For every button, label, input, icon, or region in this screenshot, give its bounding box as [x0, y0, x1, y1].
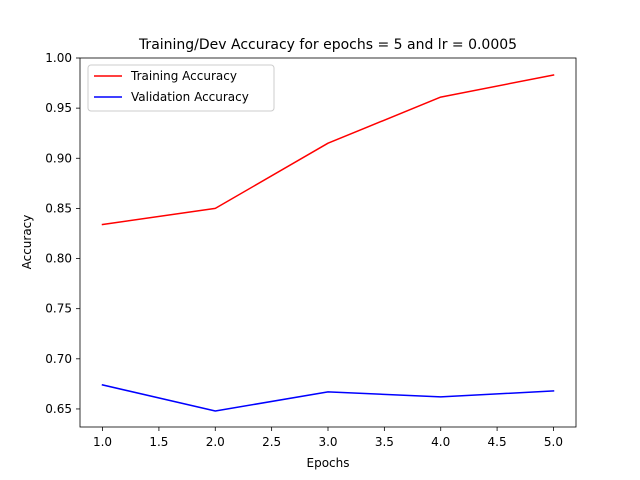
y-tick-label: 0.90: [45, 151, 72, 165]
x-tick-label: 4.0: [431, 435, 450, 449]
legend-box: [87, 64, 275, 112]
y-tick-label: 0.80: [45, 252, 72, 266]
series-line-validation: [101, 384, 555, 412]
legend: Training Accuracy Validation Accuracy: [87, 64, 275, 112]
axes: 1.0 1.5 2.0 2.5 3.0 3.5 4.0 4.5 5.0 0.65 0.70 0.75 0…: [45, 51, 577, 449]
series-lines: [101, 74, 555, 412]
x-tick-label: 3.0: [318, 435, 337, 449]
legend-entry: Training Accuracy: [130, 69, 237, 83]
x-tick-label: 3.5: [375, 435, 394, 449]
y-tick-label: 0.65: [45, 402, 72, 416]
x-axis-label: Epochs: [307, 456, 350, 470]
y-axis-label: Accuracy: [20, 215, 34, 270]
y-tick-label: 0.70: [45, 352, 72, 366]
legend-entry: Validation Accuracy: [131, 90, 249, 104]
series-line-training: [101, 74, 555, 226]
x-tick-label: 1.0: [93, 435, 112, 449]
y-tick-label: 1.00: [45, 51, 72, 65]
x-tick-label: 1.5: [149, 435, 168, 449]
plot-frame: [79, 57, 577, 428]
x-tick-label: 4.5: [488, 435, 507, 449]
x-tick-label: 2.5: [262, 435, 281, 449]
y-tick-label: 0.85: [45, 201, 72, 215]
chart-title: Training/Dev Accuracy for epochs = 5 and…: [138, 37, 517, 53]
y-tick-label: 0.95: [45, 101, 72, 115]
x-tick-label: 5.0: [544, 435, 563, 449]
y-tick-label: 0.75: [45, 302, 72, 316]
x-tick-label: 2.0: [206, 435, 225, 449]
